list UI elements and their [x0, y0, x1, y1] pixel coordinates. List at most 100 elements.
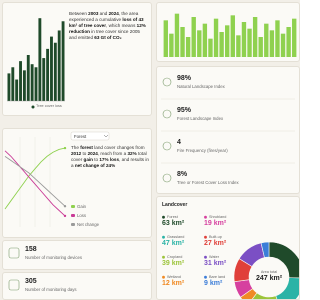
- dashboard: Tree cover loss Between 2003 and 2024, th…: [0, 0, 300, 300]
- tree-loss-card: Tree cover loss Between 2003 and 2024, th…: [2, 2, 152, 116]
- bar: [241, 22, 247, 57]
- legend-swatch: [204, 255, 207, 259]
- text-segment: , the area experienced a cumulative: [69, 11, 139, 22]
- bar: [208, 38, 213, 57]
- bar: [286, 27, 291, 57]
- text-segment: 32%: [127, 151, 137, 156]
- center-value: 247 km²: [255, 275, 283, 282]
- legend-swatch: [71, 223, 75, 226]
- bar: [280, 33, 286, 57]
- text-segment: 2003: [88, 11, 99, 16]
- icon: [162, 77, 172, 87]
- legend-label: Water: [209, 255, 219, 259]
- icon: [8, 247, 20, 259]
- donut-slice: [260, 241, 270, 258]
- icon: [162, 109, 172, 119]
- bar: [191, 17, 196, 57]
- bar: [19, 61, 22, 101]
- bar: [269, 30, 275, 57]
- bar: [7, 73, 11, 101]
- legend-label: Grassland: [167, 235, 185, 239]
- index-value: 95%: [177, 107, 192, 114]
- legend-label: Gain: [77, 204, 87, 209]
- legend-label: Loss: [77, 213, 87, 218]
- center-label: Area total: [260, 270, 278, 274]
- bar: [42, 58, 46, 101]
- line: [4, 147, 66, 210]
- legend-swatch: [162, 215, 165, 219]
- bar: [213, 18, 219, 57]
- bar: [225, 25, 230, 57]
- dropdown-caret: [103, 134, 109, 138]
- text-segment: 2024: [87, 151, 98, 156]
- index-value: 4: [177, 139, 181, 146]
- icon: [162, 173, 172, 183]
- legend-swatch: [71, 214, 75, 217]
- bar: [53, 42, 57, 101]
- bar: [169, 33, 174, 57]
- index-label: Natural Landscape Index: [177, 84, 225, 89]
- line: [4, 150, 66, 217]
- legend-swatch: [71, 205, 75, 208]
- bar: [11, 67, 15, 101]
- value-label: 39 km²: [162, 260, 185, 267]
- chart: [162, 215, 299, 299]
- paragraph: Between 2003 and 2024, the area experien…: [69, 11, 147, 41]
- bar: [292, 18, 297, 57]
- legend-label: Wetland: [167, 275, 181, 279]
- chart: [161, 77, 295, 183]
- chart: [163, 13, 297, 58]
- text-segment: , reach from a: [97, 151, 128, 156]
- paragraph: The forest land cover changes from 2012 …: [71, 145, 149, 169]
- chart: [7, 18, 65, 109]
- bar: [180, 27, 185, 57]
- legend-label: Net change: [77, 222, 99, 227]
- chart: [8, 279, 20, 291]
- icon: [8, 279, 20, 291]
- value-label: 47 km²: [162, 240, 185, 247]
- counter-label: Number of monitoring days: [25, 287, 77, 292]
- text-segment: 2024: [108, 11, 119, 16]
- text-segment: 63 Gt of CO₂: [94, 35, 122, 40]
- legend-label: Bare land: [209, 275, 226, 279]
- bar: [185, 37, 191, 57]
- point: [63, 205, 67, 208]
- text-segment: in tree cover since 2005 and emitted: [69, 29, 140, 40]
- counter-value: 305: [25, 278, 37, 285]
- card-title: Landcover: [162, 202, 188, 208]
- legend-swatch: [162, 275, 165, 279]
- value-label: 63 km²: [162, 220, 185, 227]
- counter-label: Number of monitoring devices: [25, 255, 83, 260]
- legend-swatch: [204, 275, 207, 279]
- legend-label: Forest: [167, 215, 178, 219]
- text-segment: , and results in a: [71, 157, 149, 168]
- dropdown-label[interactable]: Forest: [74, 133, 87, 139]
- bar: [252, 17, 258, 57]
- line: [4, 156, 66, 207]
- text-segment: , which means: [106, 23, 137, 28]
- text-segment: 2012: [71, 151, 82, 156]
- legend-swatch: [204, 235, 207, 239]
- legend-swatch: [31, 105, 35, 109]
- legend-swatch: [162, 235, 165, 239]
- point: [63, 214, 67, 218]
- bar: [61, 21, 65, 102]
- bar: [197, 30, 202, 57]
- text-segment: to: [92, 157, 100, 162]
- bar: [34, 67, 38, 101]
- text-segment: loss of 43 km² of tree cover: [69, 17, 144, 28]
- text-segment: forest: [80, 145, 93, 150]
- index-label: Forest Landscape Index: [177, 116, 224, 121]
- bar: [38, 18, 42, 102]
- index-value: 98%: [177, 75, 192, 82]
- text-segment: total cover: [71, 151, 147, 162]
- index-value: 8%: [177, 171, 188, 178]
- icon: [162, 141, 172, 151]
- bar: [264, 23, 269, 58]
- bar: [46, 48, 50, 101]
- index-label: Fire Frequency (fires/year): [177, 148, 228, 153]
- value-label: 31 km²: [204, 260, 227, 267]
- value-label: 12 km²: [162, 280, 185, 287]
- bar: [50, 36, 53, 101]
- legend-label: Tree cover loss: [36, 104, 62, 108]
